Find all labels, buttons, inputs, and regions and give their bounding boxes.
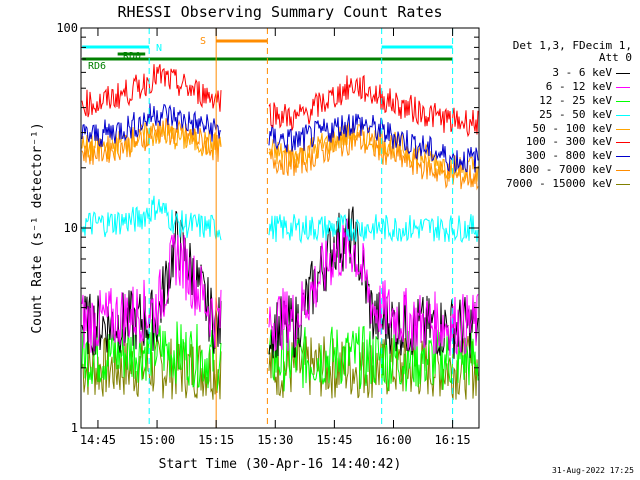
timestamp: 31-Aug-2022 17:25 [552,466,634,475]
flag-layer: RD6 RD0 N S [82,28,454,428]
legend-header: Det 1,3, FDecim 1, Att 0 [500,40,632,64]
x-axis-label: Start Time (30-Apr-16 14:40:42) [159,457,402,472]
y-axis-label: Count Rate (s⁻¹ detector⁻¹) [30,122,45,333]
legend-label: 6 - 12 keV [545,79,612,93]
x-tick-label: 14:45 [80,433,116,447]
chart-title: RHESSI Observing Summary Count Rates [117,3,442,21]
legend-swatch [616,128,630,130]
legend-label: 800 - 7000 keV [519,163,612,177]
series-line [81,103,479,174]
x-tick-label: 15:15 [198,433,234,447]
x-tick-label: 15:45 [316,433,352,447]
legend-item: 800 - 7000 keV [500,163,632,177]
legend-swatch [616,142,630,144]
y-tick-label: 100 [56,21,78,35]
axis-layer: 14:45 15:00 15:15 15:30 15:45 16:00 16:15 1 10 10… [56,21,479,447]
legend-item: 25 - 50 keV [500,108,632,122]
x-tick-label: 15:30 [257,433,293,447]
legend-swatch [616,170,630,172]
legend-label: 7000 - 15000 keV [506,177,612,191]
legend-item: 100 - 300 keV [500,135,632,149]
legend-label: 50 - 100 keV [532,121,612,135]
legend-swatch [616,184,630,186]
legend-label: 3 - 6 keV [552,66,612,79]
legend-item: 12 - 25 keV [500,94,632,108]
series-line [81,195,479,244]
x-tick-label: 16:00 [375,433,411,447]
flag-label: RD6 [88,61,106,72]
legend-swatch [616,86,630,88]
series-line [81,218,479,356]
legend-swatch [616,156,630,158]
legend-item: 7000 - 15000 keV [500,177,632,191]
x-tick-label: 15:00 [139,433,175,447]
legend-header-line2: Att 0 [598,51,632,64]
legend-swatch [616,73,630,74]
legend-label: 300 - 800 keV [525,149,612,163]
x-tick-label: 16:15 [435,433,471,447]
series-line [81,64,479,138]
flag-label: RD0 [123,51,141,62]
legend-header-line1: Det 1,3, FDecim 1, [512,39,632,52]
y-tick-label: 10 [64,221,78,235]
flag-label: N [156,43,162,54]
legend: 3 - 6 keV 6 - 12 keV 12 - 25 keV 25 - 50 ke… [500,66,632,191]
series-line [81,319,479,392]
series-layer [81,64,479,400]
y-tick-label: 1 [71,421,78,435]
legend-swatch [616,100,630,102]
legend-label: 100 - 300 keV [525,135,612,149]
legend-item: 50 - 100 keV [500,122,632,136]
legend-label: 25 - 50 keV [539,107,612,121]
legend-item: 3 - 6 keV [500,66,632,80]
legend-swatch [616,114,630,116]
legend-item: 300 - 800 keV [500,149,632,163]
legend-item: 6 - 12 keV [500,80,632,94]
legend-label: 12 - 25 keV [539,93,612,107]
flag-label: S [200,36,206,47]
